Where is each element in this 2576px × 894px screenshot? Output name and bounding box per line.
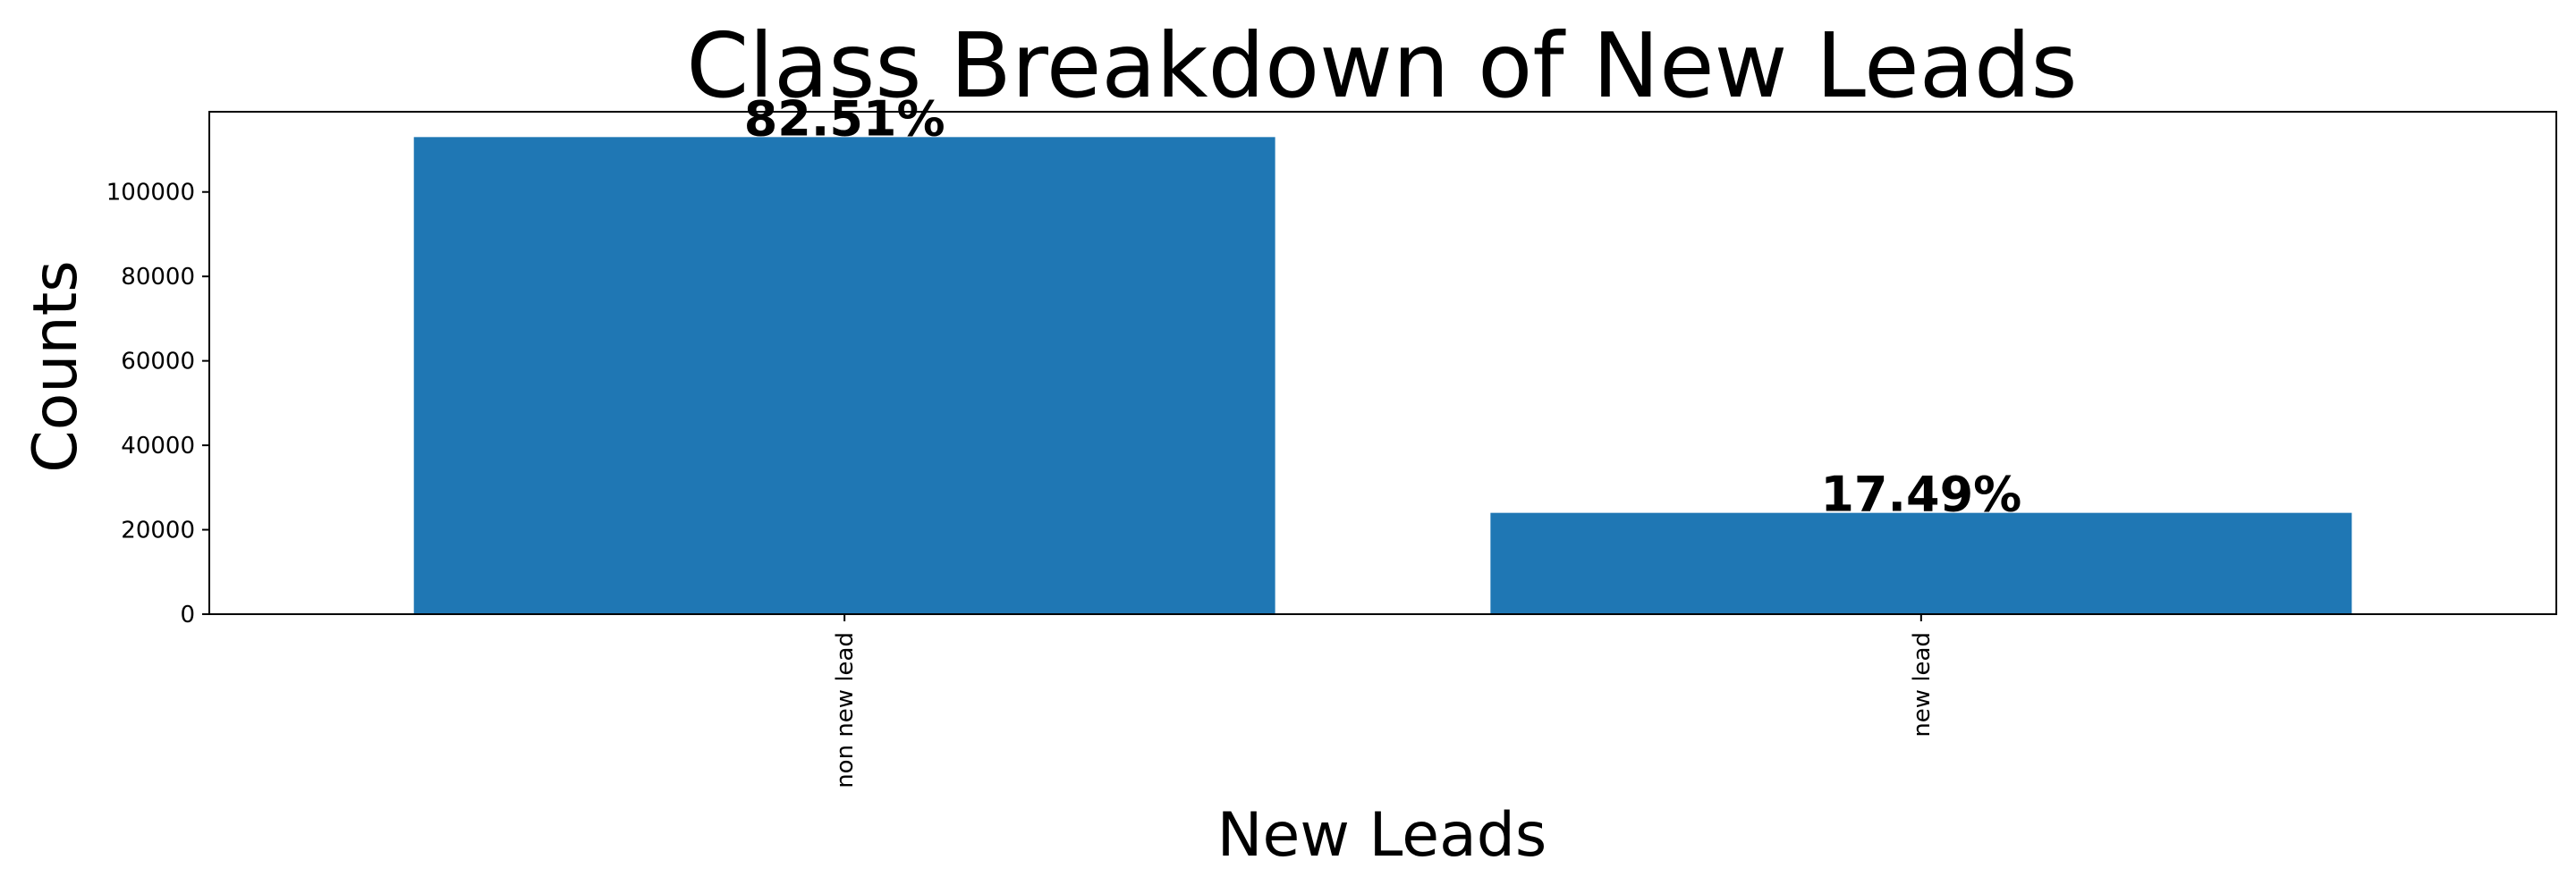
- y-tick-label: 20000: [121, 518, 195, 544]
- bar-non-new-lead: [413, 137, 1275, 615]
- y-tick-label: 40000: [121, 433, 195, 460]
- bar-new-lead: [1490, 512, 2352, 614]
- x-axis-ticks: non new lead new lead: [832, 614, 1936, 789]
- chart-title: Class Breakdown of New Leads: [686, 13, 2077, 118]
- data-label: 17.49%: [1820, 467, 2021, 523]
- y-tick-label: 100000: [106, 180, 195, 207]
- y-tick-label: 0: [180, 602, 195, 628]
- y-axis-label: Counts: [21, 260, 91, 472]
- plot-frame: [208, 111, 2557, 615]
- y-tick-label: 60000: [121, 349, 195, 375]
- y-axis-ticks: 0 20000 40000 60000 80000 100000: [106, 180, 209, 628]
- x-tick-label: new lead: [1909, 632, 1936, 738]
- x-axis-label: New Leads: [1217, 800, 1547, 871]
- y-tick-label: 80000: [121, 264, 195, 291]
- data-label: 82.51%: [744, 90, 945, 147]
- data-labels-group: 82.51% 17.49%: [744, 90, 2022, 522]
- x-tick-label: non new lead: [832, 632, 859, 789]
- bars-group: [413, 137, 2352, 615]
